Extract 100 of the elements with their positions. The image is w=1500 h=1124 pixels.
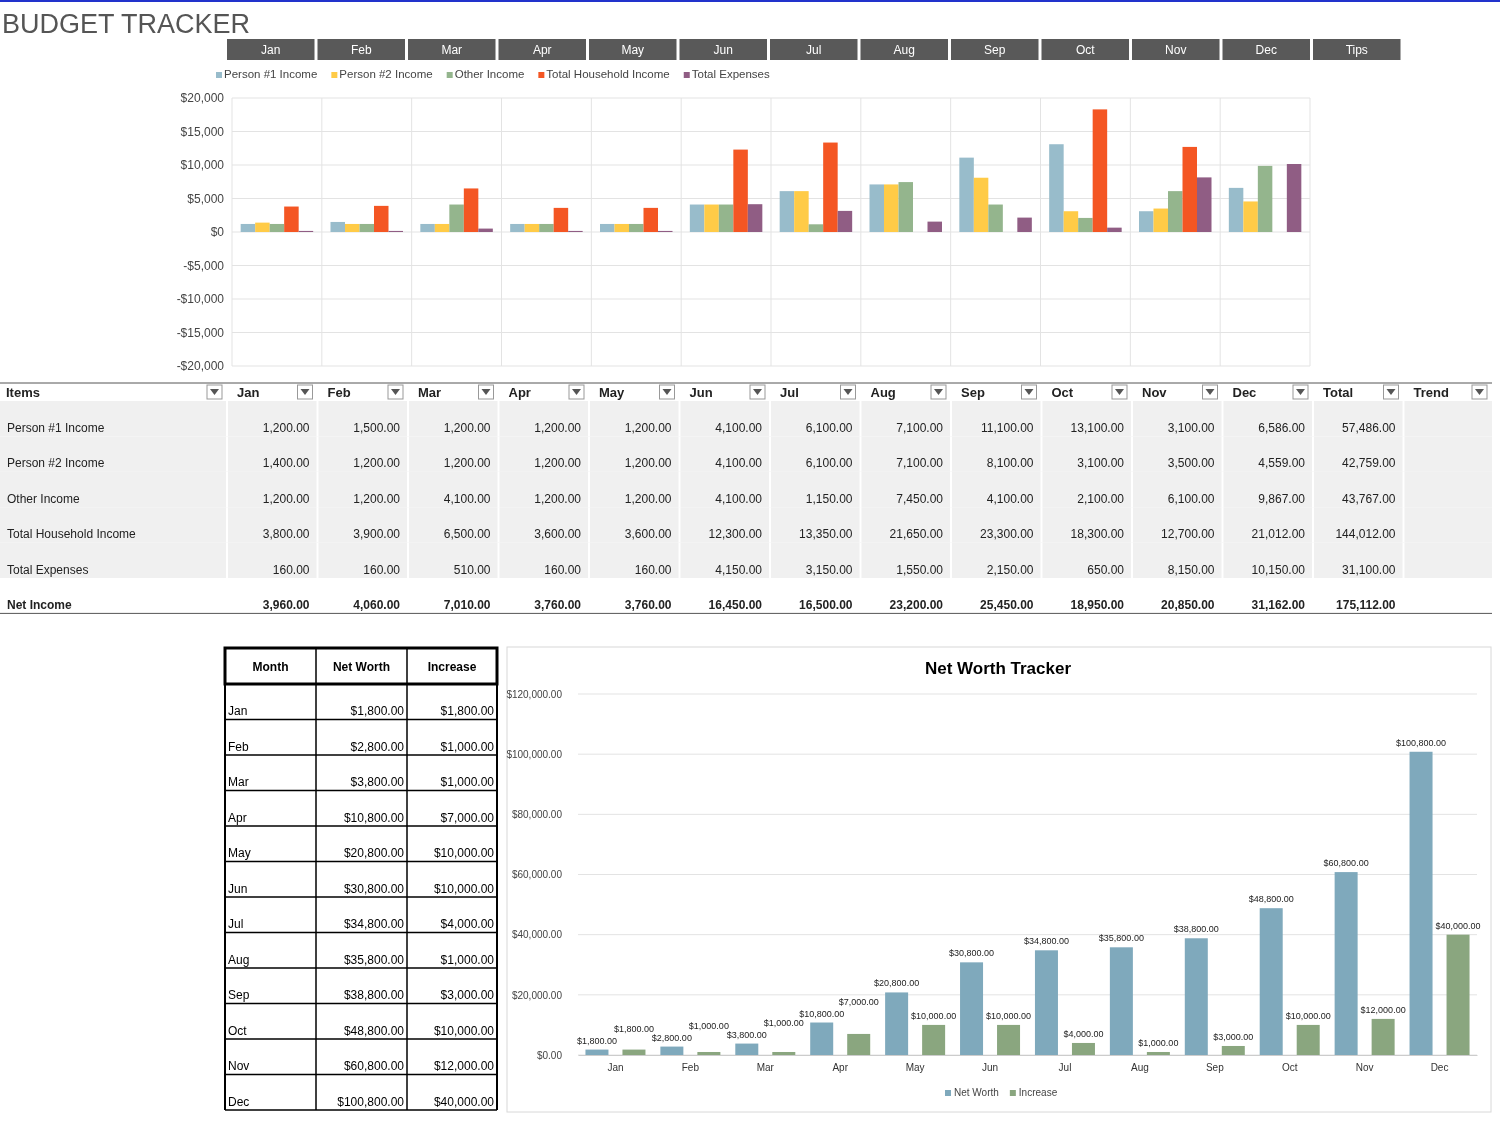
chart-title: BUDGET TRACKER <box>2 9 251 39</box>
text: 23,200.00 <box>889 598 944 612</box>
bar <box>1153 208 1168 232</box>
bar <box>629 223 644 232</box>
bar <box>869 184 884 232</box>
data-label: 1,200.00 <box>262 421 310 435</box>
text: Total Household Income <box>7 527 136 542</box>
bar <box>284 206 299 232</box>
data-label: $60,800.00 <box>1323 858 1369 869</box>
data-label: $1,000.00 <box>1138 1037 1179 1048</box>
data-label: 6,100.00 <box>1167 491 1215 506</box>
x-tick-label: Oct <box>1281 1062 1298 1074</box>
bar <box>359 223 374 232</box>
data-label: 6,100.00 <box>805 421 853 435</box>
bar <box>1049 144 1064 232</box>
bar <box>420 223 435 232</box>
y-tick-label: $40,000.00 <box>511 929 563 941</box>
x-tick-label: Apr <box>532 43 552 57</box>
data-label: 2,100.00 <box>1077 491 1125 506</box>
data-label: 1,200.00 <box>534 456 582 471</box>
x-tick-label: Jan <box>261 43 281 57</box>
data-label: 1,550.00 <box>896 562 944 577</box>
bar <box>643 207 658 232</box>
bar <box>1139 211 1154 232</box>
text: $1,800.00 <box>350 704 404 718</box>
text: Trend <box>1413 385 1449 400</box>
text: 3,960.00 <box>262 598 310 612</box>
data-label: $10,800.00 <box>799 1008 845 1019</box>
data-label: 4,100.00 <box>986 491 1034 506</box>
bar <box>614 223 629 232</box>
bar <box>718 204 734 232</box>
text: Net Worth <box>332 660 391 674</box>
data-label: 6,100.00 <box>805 456 853 471</box>
category-label: Sep <box>961 385 985 400</box>
data-label: $34,800.00 <box>1023 936 1069 947</box>
data-label: 4,100.00 <box>715 421 763 435</box>
data-label: 7,100.00 <box>896 456 944 471</box>
text: Total <box>1323 385 1354 400</box>
text: $12,000.00 <box>433 1059 494 1073</box>
text: 21,012.00 <box>1251 527 1305 542</box>
bar <box>1286 164 1302 232</box>
y-tick-label: $15,000 <box>180 124 225 139</box>
category-label: Jun <box>689 385 713 400</box>
category-label: Oct <box>228 1023 247 1038</box>
bar <box>600 223 615 232</box>
bar <box>1257 165 1273 232</box>
category-label: Feb <box>228 739 249 754</box>
category-label: Jul <box>780 385 799 400</box>
y-tick-label: $100,000.00 <box>506 748 563 760</box>
data-label: 1,200.00 <box>624 421 672 435</box>
y-tick-label: $120,000.00 <box>506 688 563 700</box>
data-label: $38,800.00 <box>1173 924 1219 935</box>
data-label: 8,100.00 <box>986 456 1034 471</box>
data-label: 11,100.00 <box>981 421 1034 435</box>
text: 43,767.00 <box>1342 491 1396 506</box>
bar <box>1092 109 1108 232</box>
bar <box>1107 227 1122 232</box>
text: Items <box>6 385 40 400</box>
bar <box>1182 146 1197 232</box>
category-label: Dec <box>228 1094 250 1109</box>
bar <box>808 224 824 232</box>
x-tick-label: Nov <box>1355 1062 1374 1074</box>
bar <box>269 223 285 232</box>
data-label: $4,000.00 <box>1063 1028 1104 1039</box>
data-label: $10,000.00 <box>911 1010 957 1021</box>
data-label: 1,200.00 <box>624 491 672 506</box>
data-label: 1,200.00 <box>353 456 401 471</box>
data-label: $2,800.00 <box>651 1032 692 1043</box>
x-tick-label: Dec <box>1255 43 1277 57</box>
data-label: $1,800.00 <box>576 1035 617 1046</box>
data-label: 12,300.00 <box>708 527 763 542</box>
text: 42,759.00 <box>1342 456 1396 471</box>
category-label: Mar <box>228 775 249 789</box>
x-tick-label: Oct <box>1075 43 1096 57</box>
text: $35,800.00 <box>343 952 404 967</box>
text: $2,800.00 <box>350 739 404 754</box>
data-label: 3,100.00 <box>1167 421 1215 435</box>
text: Tips <box>1345 43 1368 57</box>
data-label: $100,800.00 <box>1396 737 1447 748</box>
category-label: Oct <box>1051 385 1074 400</box>
text: $1,000.00 <box>440 775 494 789</box>
chart-title: Net Worth Tracker <box>924 659 1072 678</box>
text: $3,800.00 <box>350 775 404 789</box>
text: Net Income <box>7 598 73 612</box>
text: Person #1 Income <box>7 421 105 435</box>
data-label: $30,800.00 <box>949 948 995 959</box>
category-label: Feb <box>327 385 351 400</box>
category-label: Dec <box>1232 385 1257 400</box>
data-label: 4,100.00 <box>715 456 763 471</box>
category-label: Apr <box>228 810 247 825</box>
text: Person #2 Income <box>7 456 105 471</box>
data-label: 3,600.00 <box>624 527 672 542</box>
data-label: 160.00 <box>544 562 582 577</box>
category-label: Aug <box>870 385 896 400</box>
text: $34,800.00 <box>343 917 404 931</box>
data-label: $1,800.00 <box>613 1023 654 1034</box>
bar <box>689 204 705 232</box>
y-tick-label: $20,000 <box>180 91 225 106</box>
data-label: $3,000.00 <box>1213 1031 1254 1042</box>
category-label: Jul <box>228 917 244 931</box>
